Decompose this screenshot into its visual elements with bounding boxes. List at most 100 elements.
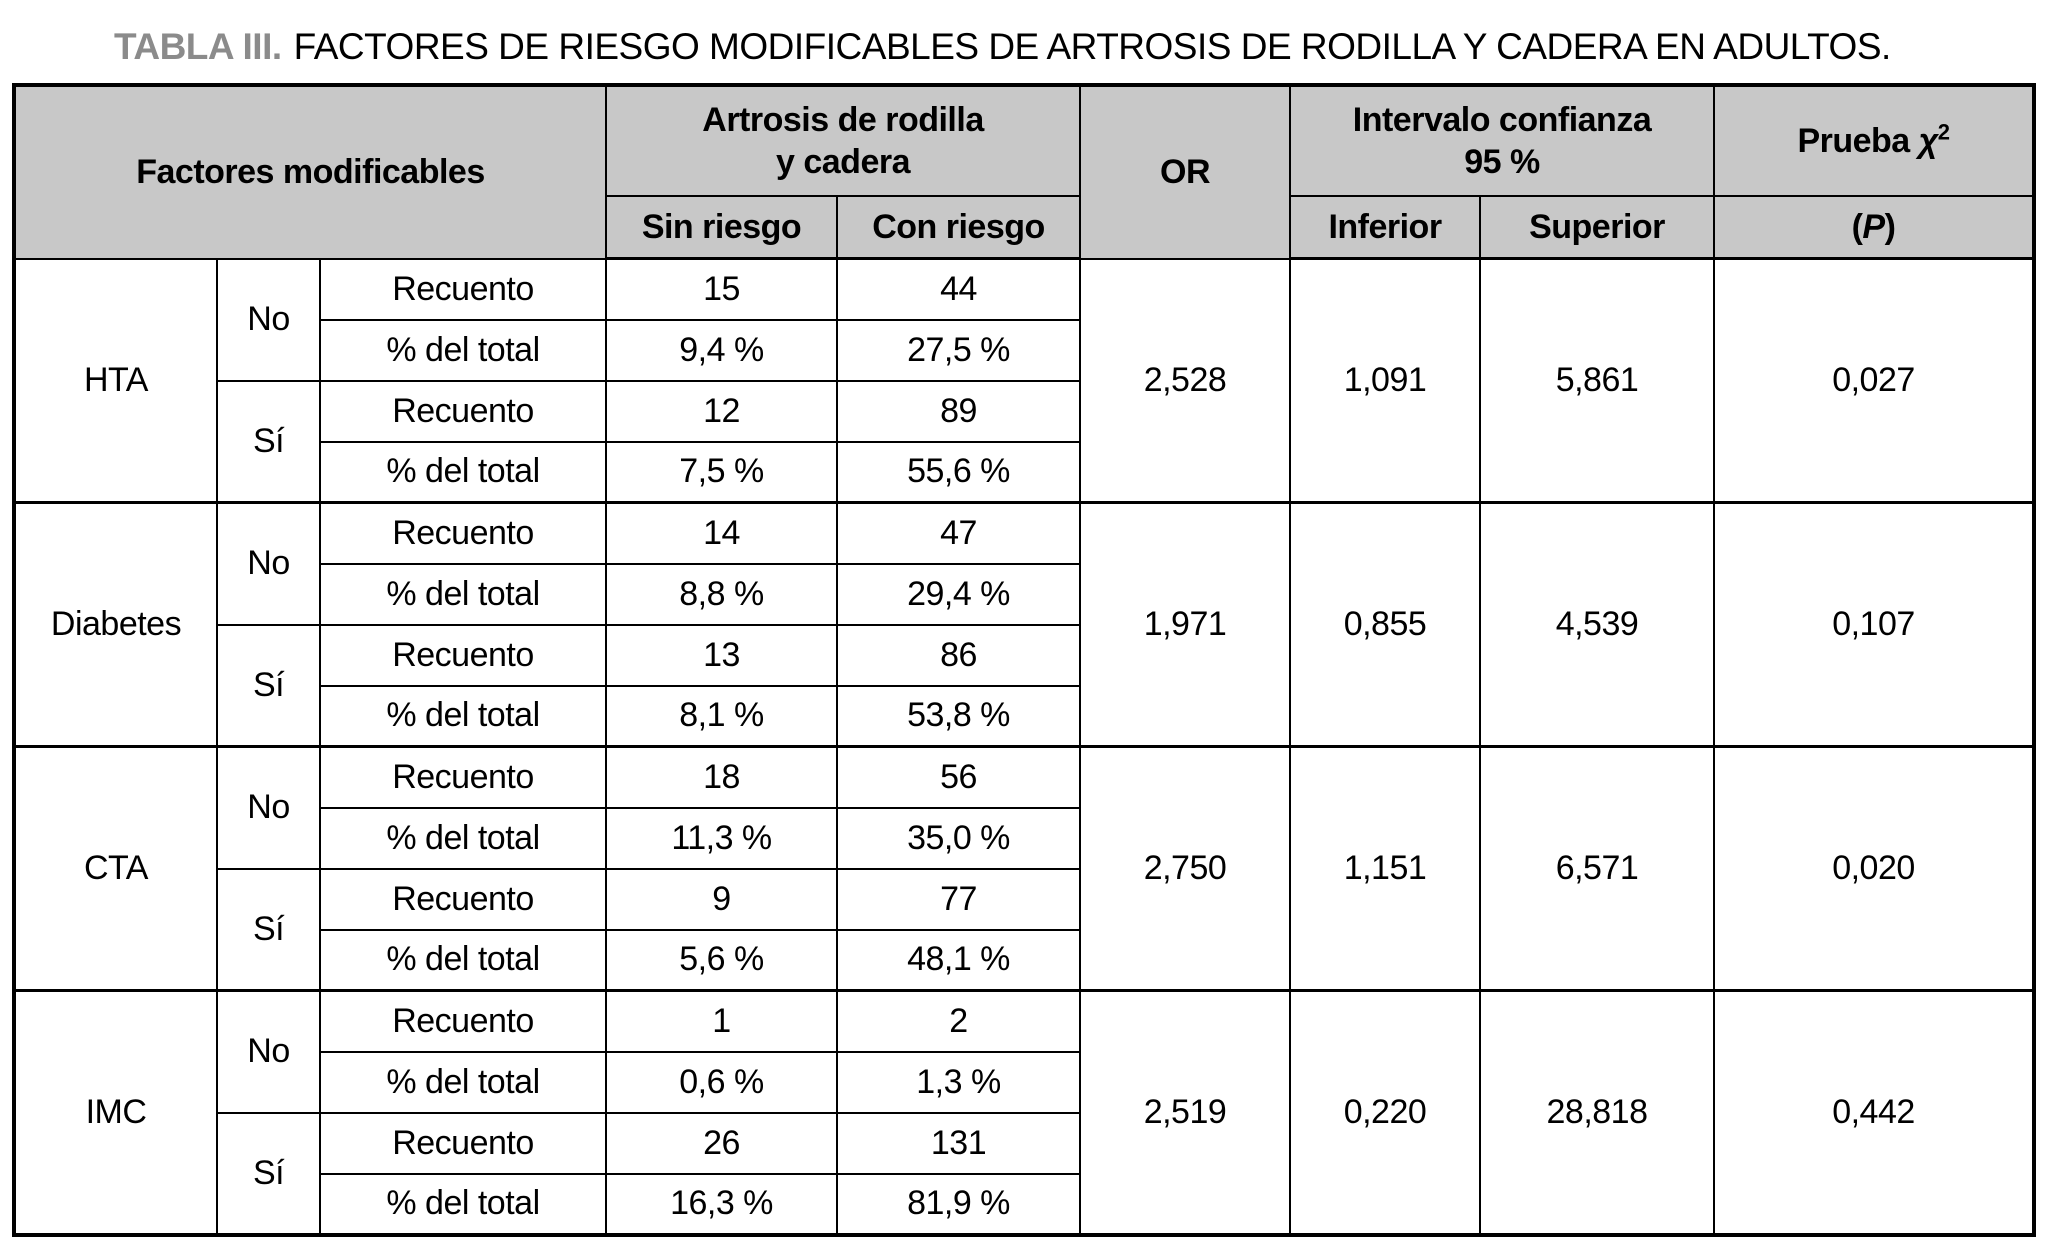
ci-inferior-value: 0,220: [1289, 989, 1481, 1236]
table-row: CTA No Recuento 18 56 2,750 1,151 6,571 …: [13, 745, 2035, 992]
value-sin-riesgo: 18: [605, 745, 838, 809]
stat-label-pct: % del total: [319, 1050, 607, 1114]
table-row: HTA No Recuento 15 44 2,528 1,091 5,861 …: [13, 257, 2035, 504]
value-con-riesgo: 53,8 %: [836, 684, 1081, 748]
table-row: % del total 9,4 % 27,5 %: [14, 318, 2034, 382]
stat-label-recuento: Recuento: [319, 501, 607, 565]
value-con-riesgo: 2: [836, 989, 1081, 1053]
ci-superior-value: 6,571: [1479, 745, 1715, 992]
or-value: 2,528: [1079, 257, 1291, 504]
table-row: Sí Recuento 9 77: [14, 867, 2034, 992]
value-sin-riesgo: 26: [605, 1111, 838, 1175]
level-no: No: [216, 501, 321, 626]
header-factores-modificables: Factores modificables: [13, 84, 607, 260]
header-p-value: (P): [1713, 195, 2035, 260]
factor-name-imc: IMC: [13, 989, 218, 1236]
header-sin-riesgo: Sin riesgo: [605, 195, 838, 260]
value-sin-riesgo: 7,5 %: [605, 440, 838, 504]
level-si: Sí: [216, 379, 321, 504]
table-row: Sí Recuento 12 89: [14, 379, 2034, 504]
stat-label-recuento: Recuento: [319, 1111, 607, 1175]
value-con-riesgo: 81,9 %: [836, 1172, 1081, 1236]
stat-label-pct: % del total: [319, 684, 607, 748]
level-no: No: [216, 989, 321, 1114]
value-sin-riesgo: 9: [605, 867, 838, 931]
table-title: TABLA III. FACTORES DE RIESGO MODIFICABLE…: [114, 26, 1891, 68]
stat-label-pct: % del total: [319, 806, 607, 870]
value-sin-riesgo: 15: [605, 257, 838, 321]
value-sin-riesgo: 0,6 %: [605, 1050, 838, 1114]
header-superior: Superior: [1479, 195, 1715, 260]
value-con-riesgo: 47: [836, 501, 1081, 565]
header-prueba-text: Prueba: [1797, 121, 1910, 160]
stat-label-recuento: Recuento: [319, 867, 607, 931]
stat-label-recuento: Recuento: [319, 257, 607, 321]
table-row: % del total 0,6 % 1,3 %: [14, 1050, 2034, 1114]
table-row: % del total 11,3 % 35,0 %: [14, 806, 2034, 870]
or-value: 2,750: [1079, 745, 1291, 992]
ci-inferior-value: 1,151: [1289, 745, 1481, 992]
level-no: No: [216, 257, 321, 382]
paren-open: (: [1851, 207, 1863, 246]
ci-inferior-value: 1,091: [1289, 257, 1481, 504]
header-intervalo-confianza: Intervalo confianza 95 %: [1289, 84, 1715, 197]
ci-superior-value: 4,539: [1479, 501, 1715, 748]
table-row: IMC No Recuento 1 2 2,519 0,220 28,818 0…: [13, 989, 2035, 1236]
value-sin-riesgo: 9,4 %: [605, 318, 838, 382]
risk-factors-table: Factores modificables Artrosis de rodill…: [12, 83, 2036, 1237]
value-sin-riesgo: 5,6 %: [605, 928, 838, 992]
header-con-riesgo: Con riesgo: [836, 195, 1081, 260]
value-sin-riesgo: 11,3 %: [605, 806, 838, 870]
value-sin-riesgo: 12: [605, 379, 838, 443]
value-con-riesgo: 89: [836, 379, 1081, 443]
value-sin-riesgo: 1: [605, 989, 838, 1053]
chi-superscript: 2: [1937, 119, 1950, 145]
value-con-riesgo: 35,0 %: [836, 806, 1081, 870]
ci-superior-value: 5,861: [1479, 257, 1715, 504]
stat-label-recuento: Recuento: [319, 745, 607, 809]
value-con-riesgo: 55,6 %: [836, 440, 1081, 504]
p-symbol: P: [1862, 207, 1885, 246]
table-row: % del total 8,1 % 53,8 %: [14, 684, 2034, 748]
factor-name-cta: CTA: [13, 745, 218, 992]
p-value: 0,027: [1713, 257, 2035, 504]
ci-inferior-value: 0,855: [1289, 501, 1481, 748]
value-con-riesgo: 48,1 %: [836, 928, 1081, 992]
value-con-riesgo: 44: [836, 257, 1081, 321]
table-row: Diabetes No Recuento 14 47 1,971 0,855 4…: [13, 501, 2035, 748]
header-inferior: Inferior: [1289, 195, 1481, 260]
level-si: Sí: [216, 1111, 321, 1236]
factor-name-diabetes: Diabetes: [13, 501, 218, 748]
stat-label-recuento: Recuento: [319, 623, 607, 687]
chi-symbol: χ: [1918, 121, 1939, 160]
value-con-riesgo: 86: [836, 623, 1081, 687]
ci-superior-value: 28,818: [1479, 989, 1715, 1236]
p-value: 0,442: [1713, 989, 2035, 1236]
value-con-riesgo: 1,3 %: [836, 1050, 1081, 1114]
or-value: 2,519: [1079, 989, 1291, 1236]
stat-label-pct: % del total: [319, 440, 607, 504]
level-no: No: [216, 745, 321, 870]
stat-label-pct: % del total: [319, 318, 607, 382]
header-prueba-chi2: Prueba χ2: [1713, 84, 2035, 197]
value-sin-riesgo: 13: [605, 623, 838, 687]
table-row: % del total 8,8 % 29,4 %: [14, 562, 2034, 626]
stat-label-recuento: Recuento: [319, 989, 607, 1053]
table-row: Sí Recuento 13 86: [14, 623, 2034, 748]
table-row: % del total 7,5 % 55,6 %: [14, 440, 2034, 504]
value-con-riesgo: 56: [836, 745, 1081, 809]
value-sin-riesgo: 8,8 %: [605, 562, 838, 626]
p-value: 0,107: [1713, 501, 2035, 748]
value-con-riesgo: 29,4 %: [836, 562, 1081, 626]
value-sin-riesgo: 14: [605, 501, 838, 565]
stat-label-pct: % del total: [319, 562, 607, 626]
table-row: Sí Recuento 26 131: [14, 1111, 2034, 1236]
level-si: Sí: [216, 867, 321, 992]
value-sin-riesgo: 16,3 %: [605, 1172, 838, 1236]
table-caption: FACTORES DE RIESGO MODIFICABLES DE ARTRO…: [293, 26, 1892, 67]
factor-name-hta: HTA: [13, 257, 218, 504]
table-row: % del total 16,3 % 81,9 %: [14, 1172, 2034, 1236]
header-artrosis: Artrosis de rodilla y cadera: [605, 84, 1081, 197]
value-con-riesgo: 77: [836, 867, 1081, 931]
